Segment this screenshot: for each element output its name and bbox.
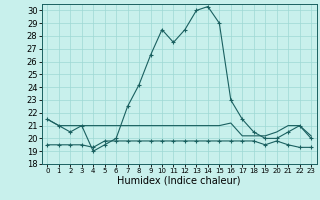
X-axis label: Humidex (Indice chaleur): Humidex (Indice chaleur) xyxy=(117,176,241,186)
